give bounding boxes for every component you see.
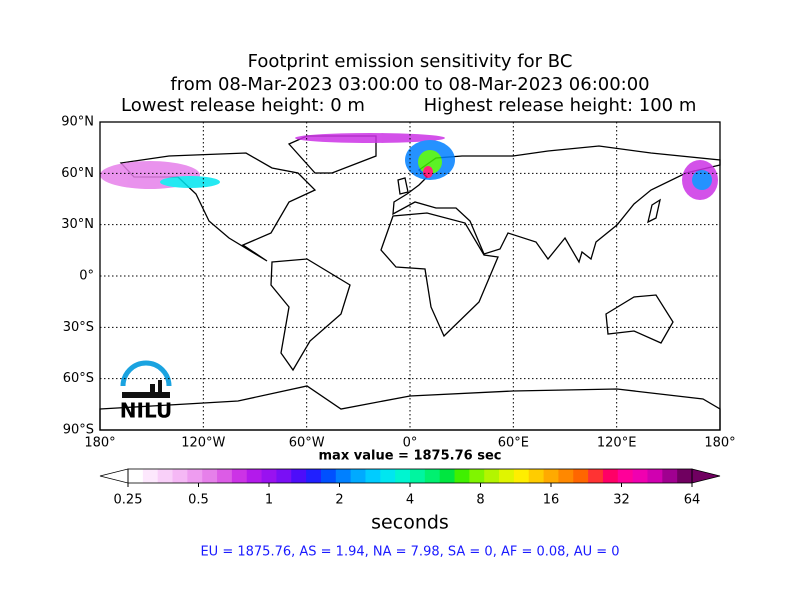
colorbar-tick-label: 32 (613, 493, 630, 508)
colorbar-swatch (410, 469, 426, 483)
colorbar-tick-label: 0.25 (114, 493, 143, 508)
colorbar-swatch (617, 469, 634, 483)
plume-band (418, 150, 442, 174)
lon-tick-label: 180° (84, 436, 115, 451)
colorbar-swatch (469, 469, 485, 483)
colorbar-swatch (231, 469, 248, 483)
plume-band (423, 166, 433, 178)
colorbar-swatch (350, 469, 366, 483)
colorbar-tick-label: 64 (684, 493, 701, 508)
lat-tick-label: 90°S (63, 423, 94, 438)
colorbar-swatch (677, 469, 693, 483)
colorbar-swatch (602, 469, 619, 483)
lat-tick-label: 0° (79, 269, 94, 284)
colorbar-swatch (261, 469, 277, 483)
subtitle: Highest release height: 100 m (424, 95, 697, 116)
title: Footprint emission sensitivity for BC (248, 51, 573, 72)
colorbar-swatch (543, 469, 559, 483)
lon-tick-label: 120°W (181, 436, 225, 451)
lon-tick-label: 120°E (597, 436, 637, 451)
japan (647, 198, 661, 224)
colorbar-tick-label: 2 (335, 493, 343, 508)
colorbar-extend-low (99, 468, 129, 484)
colorbar-swatch (246, 469, 263, 483)
colorbar-swatch (424, 469, 441, 483)
lon-tick-label: 180° (704, 436, 735, 451)
plume-band (160, 176, 220, 188)
lat-tick-label: 30°S (63, 320, 94, 335)
colorbar-swatch (187, 469, 203, 483)
colorbar-tick-label: 4 (406, 493, 414, 508)
colorbar-swatch (439, 469, 456, 483)
colorbar-tick-label: 0.5 (188, 493, 209, 508)
lon-tick-label: 60°E (498, 436, 529, 451)
colorbar-swatch (217, 469, 233, 483)
colorbar-swatch (365, 469, 381, 483)
colorbar-swatch (573, 469, 589, 483)
australia (605, 294, 674, 344)
colorbar-swatch (632, 469, 648, 483)
colorbar-swatch (276, 469, 292, 483)
max-value: max value = 1875.76 sec (319, 449, 502, 464)
colorbar-label: seconds (371, 512, 449, 534)
region-values: EU = 1875.76, AS = 1.94, NA = 7.98, SA =… (200, 545, 619, 560)
logo-text: NILU (120, 399, 172, 423)
logo-skyline (158, 380, 162, 394)
colorbar-swatch (335, 469, 352, 483)
colorbar-swatch (172, 469, 188, 483)
logo-skyline (122, 392, 170, 398)
colorbar-swatch (588, 469, 604, 483)
colorbar-swatch (320, 469, 337, 483)
logo: NILU (120, 360, 172, 423)
lat-tick-label: 90°N (61, 115, 94, 130)
colorbar-swatch (157, 469, 174, 483)
colorbar-swatch (513, 469, 530, 483)
colorbar-swatch (647, 469, 663, 483)
colorbar-swatch (528, 469, 545, 483)
lat-tick-label: 30°N (61, 217, 94, 232)
colorbar-tick-label: 8 (476, 493, 484, 508)
colorbar-swatch (499, 469, 515, 483)
title: from 08-Mar-2023 03:00:00 to 08-Mar-2023… (170, 74, 649, 95)
colorbar-swatch (291, 469, 307, 483)
colorbar-swatch (306, 469, 322, 483)
logo-skyline (150, 384, 155, 394)
colorbar-swatch (380, 469, 396, 483)
lat-tick-label: 60°S (63, 371, 94, 386)
colorbar-swatch (142, 469, 159, 483)
colorbar-swatch (484, 469, 500, 483)
colorbar-swatch (454, 469, 470, 483)
south-america (270, 258, 351, 372)
colorbar-tick-label: 16 (543, 493, 560, 508)
uk (397, 177, 409, 195)
colorbar-swatch (128, 469, 144, 483)
colorbar-swatch (662, 469, 678, 483)
lon-tick-label: 60°W (289, 436, 325, 451)
colorbar-extend-high (691, 468, 721, 484)
colorbar-swatch (395, 469, 411, 483)
plume-band (295, 133, 445, 143)
colorbar-swatch (558, 469, 574, 483)
logo-arc (120, 360, 172, 387)
colorbar-swatch (202, 469, 218, 483)
africa (380, 212, 499, 338)
subtitle: Lowest release height: 0 m (121, 95, 365, 116)
plume-band (692, 170, 712, 190)
lon-tick-label: 0° (403, 436, 418, 451)
lat-tick-label: 60°N (61, 166, 94, 181)
plume (100, 133, 718, 200)
land (99, 135, 721, 431)
colorbar-tick-label: 1 (265, 493, 273, 508)
